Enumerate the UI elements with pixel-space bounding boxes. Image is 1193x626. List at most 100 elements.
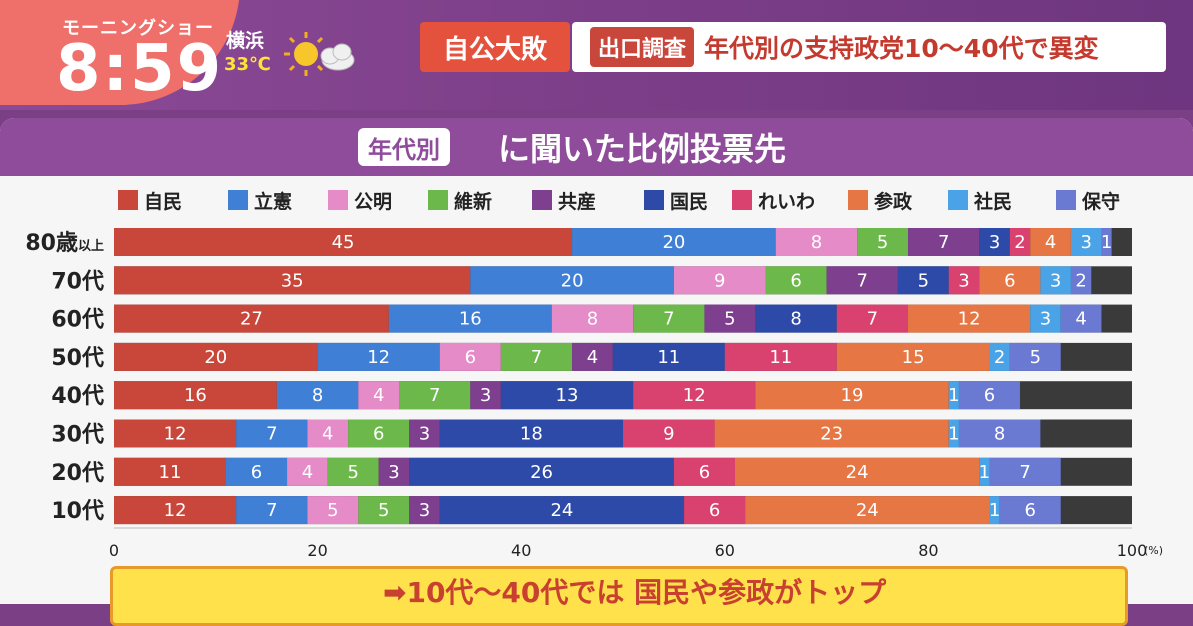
bar-segment	[500, 381, 634, 410]
bar-segment	[948, 419, 959, 448]
bar-segment	[989, 457, 1061, 486]
bar-segment	[551, 304, 634, 333]
bar-segment	[114, 419, 237, 448]
legend-item: 共産	[532, 186, 596, 214]
bar-segment	[1009, 228, 1031, 256]
chart-title: に聞いた比例投票先	[498, 130, 787, 168]
data-label: 8	[587, 309, 598, 330]
bar-segment	[470, 266, 674, 295]
bar-segment	[1060, 304, 1102, 333]
bar-segment	[958, 419, 1041, 448]
bar-segment	[979, 228, 1010, 256]
bar-segment	[623, 419, 715, 448]
bar-segment	[439, 342, 501, 371]
bar-segment	[745, 496, 990, 525]
data-label: 3	[1080, 232, 1091, 253]
bar-segment	[633, 381, 756, 410]
data-label: 18	[520, 424, 543, 445]
bar-segment	[225, 457, 288, 486]
legend-swatch	[118, 190, 138, 210]
data-label: 6	[1004, 270, 1015, 291]
data-label: 4	[373, 385, 384, 406]
bar-segment	[1030, 228, 1071, 256]
bar-segment	[409, 419, 440, 448]
data-label: 8	[994, 424, 1005, 445]
bar-segment	[999, 496, 1061, 525]
bar-segment	[114, 342, 318, 371]
data-label: 7	[266, 424, 277, 445]
category-label: 30代	[51, 423, 104, 448]
sun-cloud-icon	[284, 32, 355, 76]
bar-segment	[836, 342, 990, 371]
x-tick-label: 0	[109, 541, 119, 560]
data-label: 1	[948, 424, 959, 445]
legend-label: 公明	[354, 190, 393, 213]
legend-swatch	[848, 190, 868, 210]
data-label: 12	[958, 309, 981, 330]
bar-segment	[724, 342, 837, 371]
legend-label: 立憲	[254, 190, 293, 213]
legend-label: 共産	[558, 190, 597, 213]
bar-segment	[958, 381, 1021, 410]
data-label: 11	[159, 462, 182, 483]
bar-segment	[897, 266, 949, 295]
bar-segment	[1009, 342, 1061, 371]
data-label: 4	[322, 424, 333, 445]
chart-legend: 自民 立憲 公明 維新 共産 国民 れいわ 参政 社民 保守	[118, 186, 1138, 214]
data-label: 4	[1045, 232, 1056, 253]
bar-segment	[775, 228, 858, 256]
data-label: 7	[429, 385, 440, 406]
bar-segment	[1101, 228, 1112, 256]
data-label: 12	[367, 347, 390, 368]
bar-segment	[276, 381, 359, 410]
bar-segment	[826, 266, 898, 295]
data-label: 7	[1019, 462, 1030, 483]
data-label: 7	[266, 500, 277, 521]
data-label: 16	[184, 385, 207, 406]
clock-time: 8:59	[56, 32, 224, 106]
data-label: 8	[790, 309, 801, 330]
bar-segment	[1070, 228, 1102, 256]
legend-swatch	[428, 190, 448, 210]
bar-segment	[979, 266, 1041, 295]
data-label: 6	[709, 500, 720, 521]
legend-item: 自民	[118, 186, 182, 214]
category-label: 70代	[51, 269, 104, 294]
headline-text: 年代別の支持政党10～40代で異変	[704, 34, 1099, 63]
data-label: 7	[857, 270, 868, 291]
data-label: 19	[841, 385, 864, 406]
data-label: 3	[958, 270, 969, 291]
bar-segment	[114, 304, 389, 333]
data-label: 7	[663, 309, 674, 330]
data-label: 5	[348, 462, 359, 483]
data-label: 12	[683, 385, 706, 406]
data-label: 6	[790, 270, 801, 291]
data-label: 11	[769, 347, 792, 368]
legend-swatch	[732, 190, 752, 210]
bar-segment	[378, 457, 410, 486]
data-label: 3	[480, 385, 491, 406]
bar-segment	[409, 496, 440, 525]
data-label: 6	[1024, 500, 1035, 521]
legend-label: 参政	[874, 190, 913, 213]
data-label: 6	[373, 424, 384, 445]
legend-label: 保守	[1082, 190, 1121, 213]
headline-badge: 出口調査	[590, 27, 695, 67]
bar-segment	[358, 496, 410, 525]
bar-segment	[673, 457, 735, 486]
bar-segment	[399, 381, 471, 410]
bar-segment	[633, 304, 705, 333]
bar-segment	[1070, 266, 1092, 295]
bar-segment	[989, 496, 1000, 525]
bar-segment	[236, 496, 308, 525]
data-label: 20	[561, 270, 584, 291]
data-label: 2	[1014, 232, 1025, 253]
bar-segment	[704, 304, 756, 333]
data-label: 8	[811, 232, 822, 253]
data-label: 24	[550, 500, 573, 521]
bar-segment	[908, 304, 1031, 333]
data-label: 6	[465, 347, 476, 368]
bar-segment	[307, 419, 349, 448]
legend-item: 維新	[428, 186, 492, 214]
legend-item: 社民	[948, 186, 1012, 214]
